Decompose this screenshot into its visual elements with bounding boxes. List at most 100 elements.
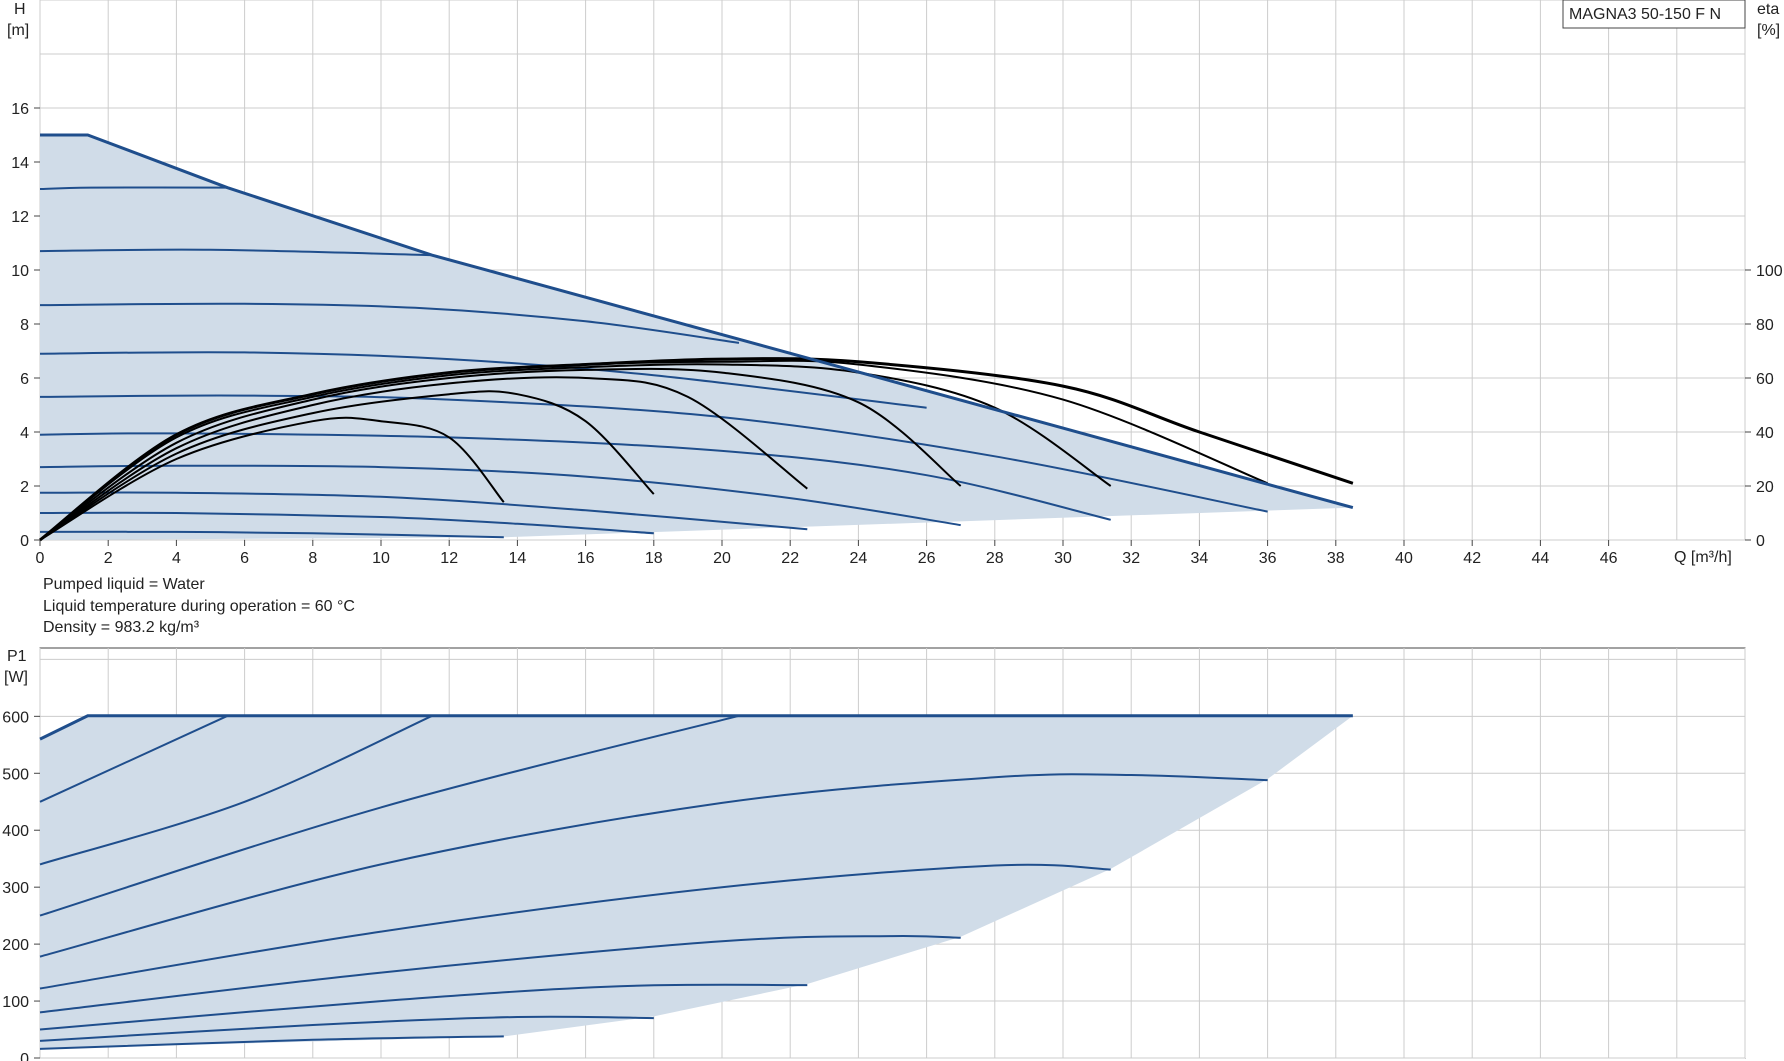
head-operating-area-fill [40,135,1353,540]
head-speed-curve [39,491,808,531]
x-tick-label: 44 [1532,550,1550,567]
power-tick-label: 600 [2,709,29,726]
head-speed-curve [39,351,927,409]
x-tick-label: 4 [172,550,181,567]
power-axis-label-line1: P1 [7,648,27,665]
head-operating-area [40,135,1353,540]
power-speed-curve [39,714,433,866]
efficiency-curves [39,357,1354,542]
y2-tick-label: 40 [1756,425,1774,442]
x-tick-label: 40 [1395,550,1413,567]
power-speed-curve [39,983,808,1031]
power-tick-label: 200 [2,937,29,954]
power-tick-label: 500 [2,766,29,783]
x-tick-label: 12 [440,550,458,567]
y-tick-label: 4 [20,425,29,442]
head-efficiency-panel: 0 2 4 6 8 10 12 14 16 18 20 22 24 26 28 30 32 34 36 38 40 42 4… [7,0,1783,567]
power-speed-curve [39,714,740,917]
head-speed-curve [39,464,961,527]
y2-tick-label: 100 [1756,263,1783,280]
product-name: MAGNA3 50-150 F N [1569,6,1721,23]
power-tick-label: 0 [20,1051,29,1061]
x-tick-label: 16 [577,550,595,567]
power-limit-line [39,714,1353,741]
y2-tick-label: 80 [1756,317,1774,334]
head-speed-curve [39,302,740,344]
efficiency-curve [39,416,505,541]
head-axis-ticks: 0 2 4 6 8 10 12 14 16 [11,101,40,550]
head-axis-label-line2: [m] [7,22,29,39]
y-tick-label: 14 [11,155,29,172]
power-axis-ticks: 0 100 200 300 400 500 600 [2,709,40,1061]
head-speed-curve [39,394,1268,513]
efficiency-axis-label-line1: eta [1757,1,1779,18]
x-tick-label: 28 [986,550,1004,567]
x-tick-label: 38 [1327,550,1345,567]
head-speed-curve [39,530,504,539]
x-tick-label: 24 [850,550,868,567]
power-operating-area [40,715,1353,1049]
efficiency-axis-ticks: 0 20 40 60 80 100 [1745,263,1783,550]
head-speed-curve [39,248,433,257]
x-tick-label: 6 [240,550,249,567]
x-tick-label: 46 [1600,550,1618,567]
x-tick-label: 8 [308,550,317,567]
y2-tick-label: 60 [1756,371,1774,388]
power-speed-curve [39,1035,504,1050]
efficiency-curve [39,357,1354,542]
efficiency-curve [39,376,808,541]
y-tick-label: 6 [20,371,29,388]
x-tick-label: 2 [104,550,113,567]
x-tick-label: 0 [36,550,45,567]
power-operating-area-fill [40,715,1353,1049]
head-speed-curve [39,511,654,535]
x-tick-label: 14 [509,550,527,567]
x-tick-label: 30 [1054,550,1072,567]
power-speed-curve [39,863,1111,990]
power-envelope [39,714,1353,741]
x-tick-label: 36 [1259,550,1277,567]
y-tick-label: 2 [20,479,29,496]
flow-axis-label: Q [m³/h] [1674,549,1732,566]
power-speed-curve [39,714,229,803]
head-envelope [40,133,1354,510]
y2-tick-label: 0 [1756,533,1765,550]
power-axis-label-line2: [W] [4,669,28,686]
y-tick-label: 8 [20,317,29,334]
power-speed-curve [39,773,1268,958]
x-tick-label: 20 [713,550,731,567]
y-tick-label: 12 [11,209,29,226]
efficiency-axis-label-line2: [%] [1757,22,1780,39]
y2-tick-label: 20 [1756,479,1774,496]
head-envelope-line [40,133,1354,510]
note-density: Density = 983.2 kg/m³ [43,619,200,636]
note-pumped-liquid: Pumped liquid = Water [43,576,205,593]
power-speed-curves [39,714,1268,1050]
liquid-notes: Pumped liquid = Water Liquid temperature… [43,576,355,636]
power-speed-curve [39,1015,654,1042]
power-tick-label: 100 [2,994,29,1011]
x-tick-label: 34 [1191,550,1209,567]
note-liquid-temperature: Liquid temperature during operation = 60… [43,598,355,615]
x-tick-label: 22 [781,550,799,567]
efficiency-curve [39,363,1112,541]
x-tick-label: 32 [1122,550,1140,567]
product-name-box [1562,0,1746,29]
x-tick-label: 26 [918,550,936,567]
power-tick-label: 300 [2,880,29,897]
power-panel: 0 100 200 300 400 500 600 P1 [W] [2,647,1746,1061]
efficiency-curve [39,390,655,541]
efficiency-curve [39,367,962,541]
y-tick-label: 10 [11,263,29,280]
head-speed-curve [39,186,228,190]
x-tick-label: 42 [1463,550,1481,567]
x-tick-label: 18 [645,550,663,567]
y-tick-label: 0 [20,533,29,550]
power-speed-curve [39,935,961,1014]
flow-axis-ticks: 0 2 4 6 8 10 12 14 16 18 20 22 24 26 28 30 32 34 36 38 40 42 4… [36,540,1618,567]
y-tick-label: 16 [11,101,29,118]
x-tick-label: 10 [372,550,390,567]
head-axis-label-line1: H [14,1,26,18]
power-tick-label: 400 [2,823,29,840]
